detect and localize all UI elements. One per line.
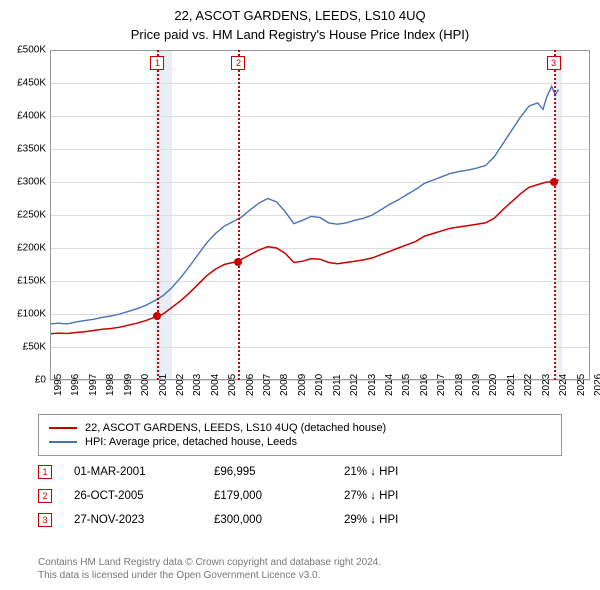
table-row: 2 26-OCT-2005 £179,000 27% ↓ HPI: [38, 484, 494, 508]
x-axis-label: 2026: [593, 374, 600, 396]
transaction-vline: [157, 50, 159, 380]
legend-row: HPI: Average price, detached house, Leed…: [49, 435, 551, 449]
title-address: 22, ASCOT GARDENS, LEEDS, LS10 4UQ: [0, 6, 600, 25]
table-row: 1 01-MAR-2001 £96,995 21% ↓ HPI: [38, 460, 494, 484]
footer-line: This data is licensed under the Open Gov…: [38, 569, 381, 582]
table-row: 3 27-NOV-2023 £300,000 29% ↓ HPI: [38, 508, 494, 532]
y-axis-label: £400K: [2, 111, 46, 122]
marker-box-icon: 1: [38, 465, 52, 479]
legend-box: 22, ASCOT GARDENS, LEEDS, LS10 4UQ (deta…: [38, 414, 562, 456]
marker-box-icon: 3: [38, 513, 52, 527]
transaction-date: 01-MAR-2001: [74, 466, 214, 478]
chart-title-block: 22, ASCOT GARDENS, LEEDS, LS10 4UQ Price…: [0, 0, 600, 44]
y-axis-label: £0: [2, 375, 46, 386]
y-axis-label: £450K: [2, 78, 46, 89]
legend-swatch: [49, 441, 77, 443]
footer-line: Contains HM Land Registry data © Crown c…: [38, 556, 381, 569]
transaction-vline: [238, 50, 240, 380]
transaction-point-icon: [550, 178, 558, 186]
transaction-point-icon: [153, 312, 161, 320]
y-axis-label: £350K: [2, 144, 46, 155]
transaction-date: 27-NOV-2023: [74, 514, 214, 526]
y-axis-label: £50K: [2, 342, 46, 353]
y-axis-label: £200K: [2, 243, 46, 254]
marker-box-icon: 1: [150, 56, 164, 70]
chart-plot-area: [50, 50, 590, 380]
title-subtitle: Price paid vs. HM Land Registry's House …: [0, 25, 600, 44]
transaction-diff: 27% ↓ HPI: [344, 490, 494, 502]
transactions-table: 1 01-MAR-2001 £96,995 21% ↓ HPI 2 26-OCT…: [38, 460, 494, 532]
legend-label: HPI: Average price, detached house, Leed…: [85, 436, 297, 448]
transaction-price: £300,000: [214, 514, 344, 526]
transaction-date: 26-OCT-2005: [74, 490, 214, 502]
marker-box-icon: 2: [231, 56, 245, 70]
y-axis-label: £300K: [2, 177, 46, 188]
footer-attribution: Contains HM Land Registry data © Crown c…: [38, 556, 381, 582]
y-axis-label: £100K: [2, 309, 46, 320]
y-axis-label: £150K: [2, 276, 46, 287]
marker-box-icon: 3: [547, 56, 561, 70]
transaction-point-icon: [234, 258, 242, 266]
transaction-vline: [554, 50, 556, 380]
transaction-price: £179,000: [214, 490, 344, 502]
y-axis-label: £250K: [2, 210, 46, 221]
legend-label: 22, ASCOT GARDENS, LEEDS, LS10 4UQ (deta…: [85, 422, 386, 434]
transaction-price: £96,995: [214, 466, 344, 478]
transaction-diff: 29% ↓ HPI: [344, 514, 494, 526]
y-axis-label: £500K: [2, 45, 46, 56]
transaction-diff: 21% ↓ HPI: [344, 466, 494, 478]
marker-box-icon: 2: [38, 489, 52, 503]
legend-swatch: [49, 427, 77, 429]
legend-row: 22, ASCOT GARDENS, LEEDS, LS10 4UQ (deta…: [49, 421, 551, 435]
